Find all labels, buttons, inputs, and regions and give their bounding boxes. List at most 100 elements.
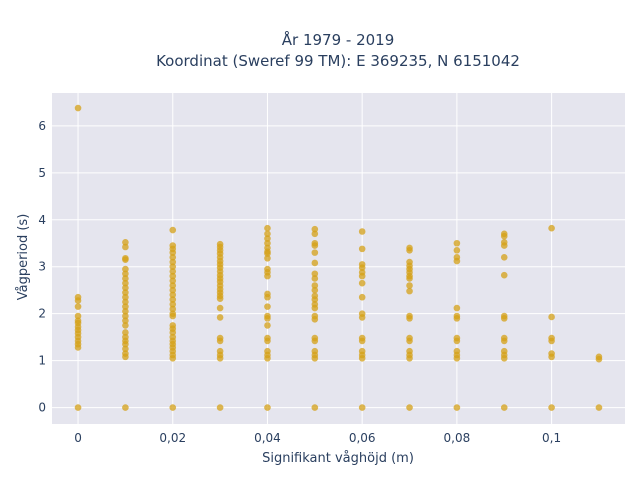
data-point xyxy=(406,337,413,345)
data-point xyxy=(453,257,461,265)
data-point xyxy=(169,296,177,303)
data-point xyxy=(264,239,271,247)
data-point xyxy=(169,226,177,234)
data-point xyxy=(453,315,461,322)
chart-title-line2: Koordinat (Sweref 99 TM): E 369235, N 61… xyxy=(156,52,520,70)
data-point xyxy=(169,272,177,280)
data-point xyxy=(122,270,129,278)
data-point xyxy=(406,282,413,289)
data-point xyxy=(548,224,555,232)
data-point xyxy=(500,354,508,362)
data-point xyxy=(264,272,271,280)
data-point xyxy=(122,256,129,263)
data-point xyxy=(169,286,177,294)
data-point xyxy=(500,242,508,249)
data-point xyxy=(358,264,366,271)
data-point xyxy=(122,284,129,292)
data-point xyxy=(311,270,319,278)
data-point xyxy=(311,354,319,362)
data-point xyxy=(311,286,319,294)
data-point xyxy=(122,308,129,315)
data-point xyxy=(122,289,129,296)
y-tick-label: 1 xyxy=(38,354,46,368)
data-point xyxy=(122,329,129,336)
x-tick-label: 0,1 xyxy=(542,431,561,445)
data-point xyxy=(169,249,177,256)
x-axis-ticks: 0 0,02 0,04 0,06 0,08 0,1 xyxy=(74,431,561,445)
data-point xyxy=(311,242,319,249)
y-tick-label: 0 xyxy=(38,401,46,415)
data-point xyxy=(406,315,413,322)
data-point xyxy=(264,224,271,232)
data-point xyxy=(311,249,319,256)
data-point xyxy=(358,404,366,411)
data-point xyxy=(122,312,129,320)
data-point xyxy=(122,275,129,282)
data-point xyxy=(453,239,461,247)
data-point xyxy=(311,316,319,323)
data-point xyxy=(548,337,555,345)
data-point xyxy=(169,282,177,289)
data-point xyxy=(216,304,224,312)
data-point xyxy=(500,404,508,411)
data-point xyxy=(358,228,366,235)
data-point xyxy=(169,254,177,261)
data-point xyxy=(122,303,129,310)
data-point xyxy=(169,291,177,299)
data-point xyxy=(169,354,177,362)
points-layer xyxy=(74,104,603,411)
y-tick-label: 2 xyxy=(38,307,46,321)
data-point xyxy=(311,296,319,303)
data-point xyxy=(358,245,366,253)
data-point xyxy=(264,303,271,310)
data-point xyxy=(122,404,129,411)
data-point xyxy=(169,258,177,266)
data-point xyxy=(169,268,177,275)
data-point xyxy=(169,404,177,411)
data-point xyxy=(122,293,129,301)
data-point xyxy=(453,337,461,345)
data-point xyxy=(122,345,129,353)
data-point xyxy=(74,303,82,310)
data-point xyxy=(264,230,271,238)
data-point xyxy=(74,312,82,320)
data-point xyxy=(453,246,461,254)
data-point xyxy=(595,355,603,363)
data-point xyxy=(216,354,224,362)
data-point xyxy=(264,322,271,329)
data-point xyxy=(216,337,224,345)
data-point xyxy=(500,337,508,345)
data-point xyxy=(74,344,82,351)
y-tick-label: 5 xyxy=(38,166,46,180)
data-point xyxy=(122,340,129,348)
data-point xyxy=(406,246,413,254)
data-point xyxy=(311,282,319,289)
data-point xyxy=(122,265,129,273)
x-axis-label: Signifikant våghöjd (m) xyxy=(262,451,414,466)
data-point xyxy=(74,404,82,411)
x-tick-label: 0 xyxy=(74,431,82,445)
data-point xyxy=(548,353,555,361)
data-point xyxy=(500,315,508,322)
y-tick-label: 4 xyxy=(38,213,46,227)
y-axis-ticks: 0 1 2 3 4 5 6 xyxy=(38,119,46,415)
data-point xyxy=(169,300,177,308)
data-point xyxy=(264,404,271,411)
data-point xyxy=(453,404,461,411)
data-point xyxy=(311,225,319,233)
data-point xyxy=(500,232,508,240)
data-point xyxy=(122,243,129,251)
data-point xyxy=(311,259,319,267)
data-point xyxy=(358,293,366,301)
data-point xyxy=(169,312,177,320)
data-point xyxy=(311,304,319,312)
data-point xyxy=(169,329,177,336)
y-tick-label: 6 xyxy=(38,119,46,133)
data-point xyxy=(264,235,271,242)
data-point xyxy=(453,304,461,312)
data-point xyxy=(122,298,129,306)
data-point xyxy=(216,404,224,411)
data-point xyxy=(311,404,319,411)
